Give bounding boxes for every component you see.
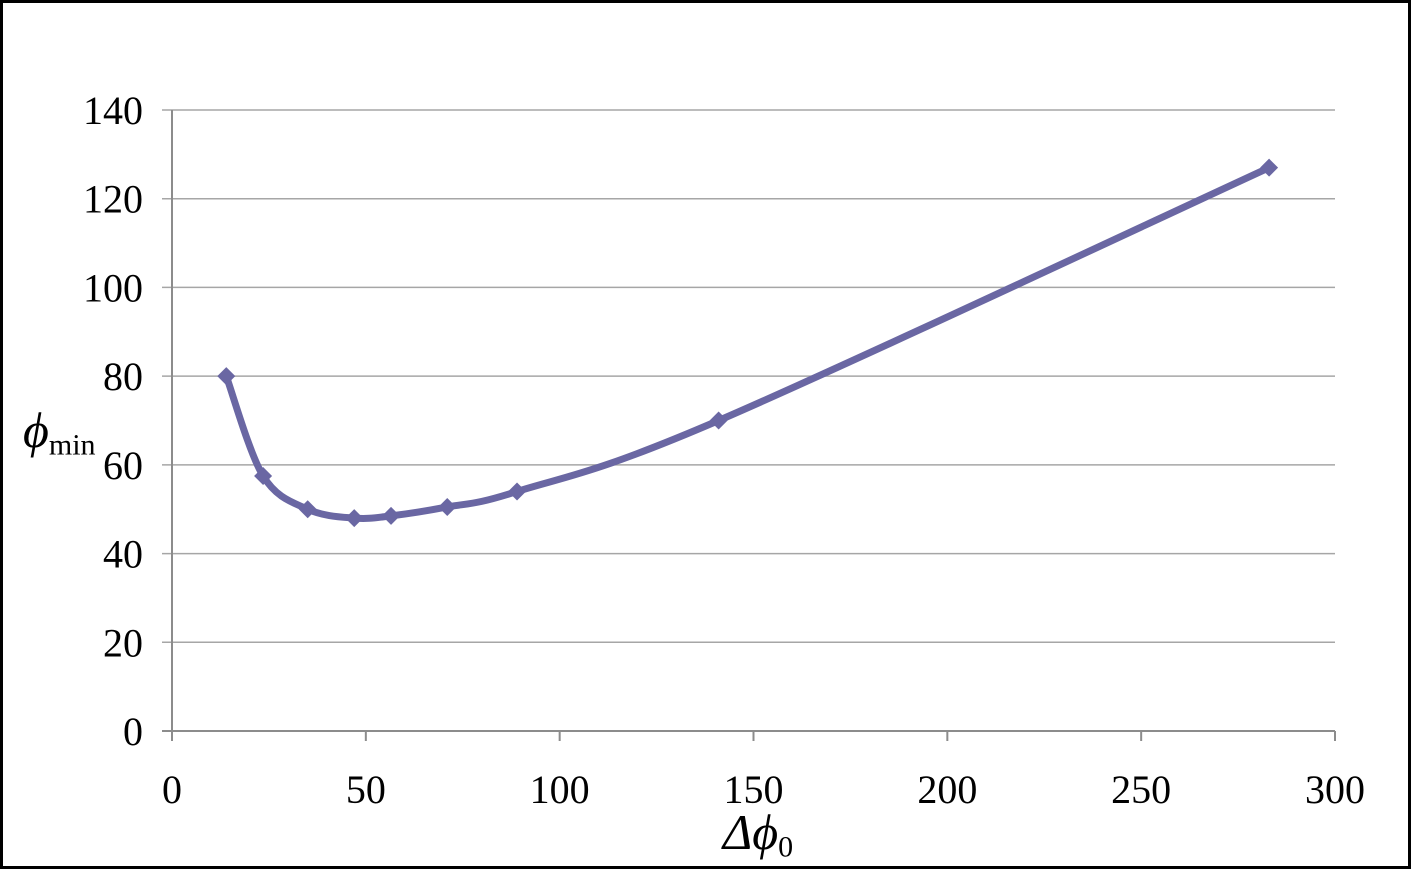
data-point-marker-5	[438, 497, 457, 516]
data-point-marker-0	[217, 367, 236, 386]
y-tick-label-20: 20	[103, 620, 143, 665]
delta-phi-symbol: Δϕ	[722, 804, 779, 860]
x-tick-label-250: 250	[1111, 767, 1171, 812]
y-tick-label-100: 100	[83, 265, 143, 310]
y-tick-label-60: 60	[103, 443, 143, 488]
y-tick-label-40: 40	[103, 532, 143, 577]
data-point-marker-2	[298, 500, 317, 519]
x-tick-label-0: 0	[162, 767, 182, 812]
y-tick-label-0: 0	[123, 709, 143, 754]
y-tick-label-140: 140	[83, 88, 143, 133]
x-tick-label-150: 150	[724, 767, 784, 812]
y-axis-title: ϕmin	[23, 401, 96, 462]
data-point-marker-7	[709, 411, 728, 430]
x-tick-label-300: 300	[1305, 767, 1365, 812]
x-tick-label-100: 100	[530, 767, 590, 812]
y-axis-title-subscript: min	[48, 428, 96, 462]
phi-symbol: ϕ	[23, 402, 49, 458]
series-line	[222, 164, 1273, 522]
x-axis-title-subscript: 0	[778, 830, 794, 864]
x-axis-title: Δϕ0	[653, 803, 863, 864]
x-tick-label-50: 50	[346, 767, 386, 812]
data-point-marker-4	[382, 506, 401, 525]
data-point-marker-6	[508, 482, 527, 501]
y-tick-label-120: 120	[83, 177, 143, 222]
plot-area: 0 20 40 60 80 100 120 140 0 50 100 150 200 250 300	[83, 88, 1365, 812]
x-tick-label-200: 200	[917, 767, 977, 812]
data-point-marker-3	[345, 509, 364, 528]
y-tick-label-80: 80	[103, 354, 143, 399]
data-point-marker-8	[1260, 158, 1279, 177]
